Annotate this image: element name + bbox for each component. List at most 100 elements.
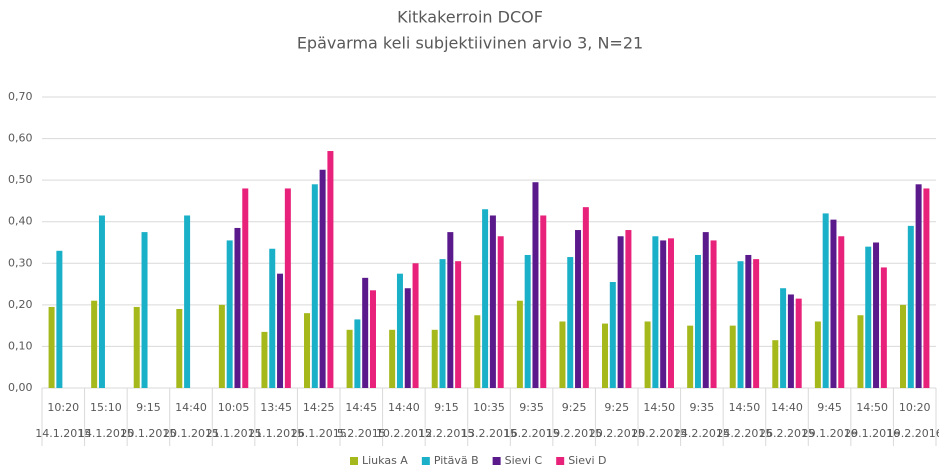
bar [482, 209, 489, 388]
bar [540, 215, 547, 388]
bar [346, 329, 353, 388]
bar [532, 182, 539, 388]
bar [880, 267, 887, 388]
bar [602, 323, 609, 388]
x-tick-label: 13:45 [260, 401, 292, 414]
bar [234, 227, 241, 388]
bar [261, 331, 268, 388]
bar [772, 340, 779, 388]
bar [729, 325, 736, 388]
x-tick-date: 20.1.2015 [163, 427, 219, 440]
x-tick-date: 20.1.2015 [120, 427, 176, 440]
x-tick-date: 24.2.2015 [716, 427, 772, 440]
bar [923, 188, 930, 388]
bar [575, 230, 582, 388]
y-tick-label: 0,40 [8, 215, 33, 228]
bar [780, 288, 787, 388]
x-tick-label: 14:50 [729, 401, 761, 414]
x-tick-date: 29.1.2016 [844, 427, 900, 440]
bar [226, 240, 233, 388]
x-tick-label: 14:40 [175, 401, 207, 414]
x-tick-date: 19.2.2016 [887, 427, 939, 440]
y-tick-label: 0,70 [8, 90, 33, 103]
x-tick-date: 21.1.2015 [206, 427, 262, 440]
x-tick-label: 14:40 [771, 401, 803, 414]
x-tick-label: 9:25 [562, 401, 587, 414]
bar [48, 306, 55, 388]
bar [694, 254, 701, 388]
bar [737, 261, 744, 388]
bar [559, 321, 566, 388]
bar [284, 188, 291, 388]
bar [269, 248, 276, 388]
y-tick-label: 0,50 [8, 173, 33, 186]
bar [474, 315, 481, 388]
legend-label: Sievi C [505, 454, 543, 467]
x-tick-label: 10:20 [47, 401, 79, 414]
x-tick-label: 9:15 [434, 401, 459, 414]
bar [702, 232, 709, 388]
bar [915, 184, 922, 388]
x-tick-label: 14:25 [303, 401, 335, 414]
bar [814, 321, 821, 388]
legend-marker [350, 457, 358, 465]
x-tick-label: 9:15 [136, 401, 161, 414]
x-tick-label: 14:50 [856, 401, 888, 414]
bar [412, 263, 419, 388]
bar [865, 246, 872, 388]
x-tick-date: 10.2.2015 [376, 427, 432, 440]
bar [609, 281, 616, 388]
bar [396, 273, 403, 388]
y-tick-label: 0,00 [8, 381, 33, 394]
legend-marker [556, 457, 565, 465]
y-tick-label: 0,60 [8, 132, 33, 145]
x-tick-date: 20.2.2015 [631, 427, 687, 440]
x-tick-date: 26.1.2015 [291, 427, 347, 440]
bar [795, 298, 802, 388]
bar [644, 321, 651, 388]
bar [687, 325, 694, 388]
bar [327, 151, 334, 388]
bar [489, 215, 496, 388]
bar [582, 207, 589, 388]
x-tick-label: 10:05 [218, 401, 250, 414]
bar [873, 242, 880, 388]
bar [184, 215, 191, 388]
bar [304, 313, 311, 388]
bar [311, 184, 318, 388]
x-tick-label: 15:10 [90, 401, 122, 414]
legend-marker [421, 457, 430, 465]
bar [447, 232, 454, 388]
x-tick-label: 9:25 [604, 401, 629, 414]
bar [667, 238, 674, 388]
x-tick-date: 21.1.2015 [248, 427, 304, 440]
x-tick-date: 26.2.2015 [759, 427, 815, 440]
bar [497, 236, 504, 388]
bar [787, 294, 794, 388]
bar [242, 188, 249, 388]
bar [660, 240, 667, 388]
x-tick-label: 14:50 [643, 401, 675, 414]
x-tick-date: 12.2.2015 [418, 427, 474, 440]
chart-subtitle: Epävarma keli subjektiivinen arvio 3, N=… [297, 34, 643, 53]
x-tick-date: 14.1.2015 [78, 427, 134, 440]
bar [567, 257, 574, 388]
y-tick-label: 0,10 [8, 339, 33, 352]
bar [404, 288, 411, 388]
bar [830, 219, 837, 388]
bar [431, 329, 438, 388]
bar [98, 215, 105, 388]
bar [439, 259, 446, 388]
bar [516, 300, 523, 388]
x-tick-date: 20.2.2015 [589, 427, 645, 440]
x-tick-label: 9:35 [519, 401, 544, 414]
x-tick-label: 9:45 [817, 401, 842, 414]
bar [652, 236, 659, 388]
x-tick-label: 10:35 [473, 401, 505, 414]
bar [838, 236, 845, 388]
bar [176, 309, 183, 388]
legend-marker [492, 457, 501, 465]
bar [524, 254, 531, 388]
y-tick-label: 0,30 [8, 256, 33, 269]
